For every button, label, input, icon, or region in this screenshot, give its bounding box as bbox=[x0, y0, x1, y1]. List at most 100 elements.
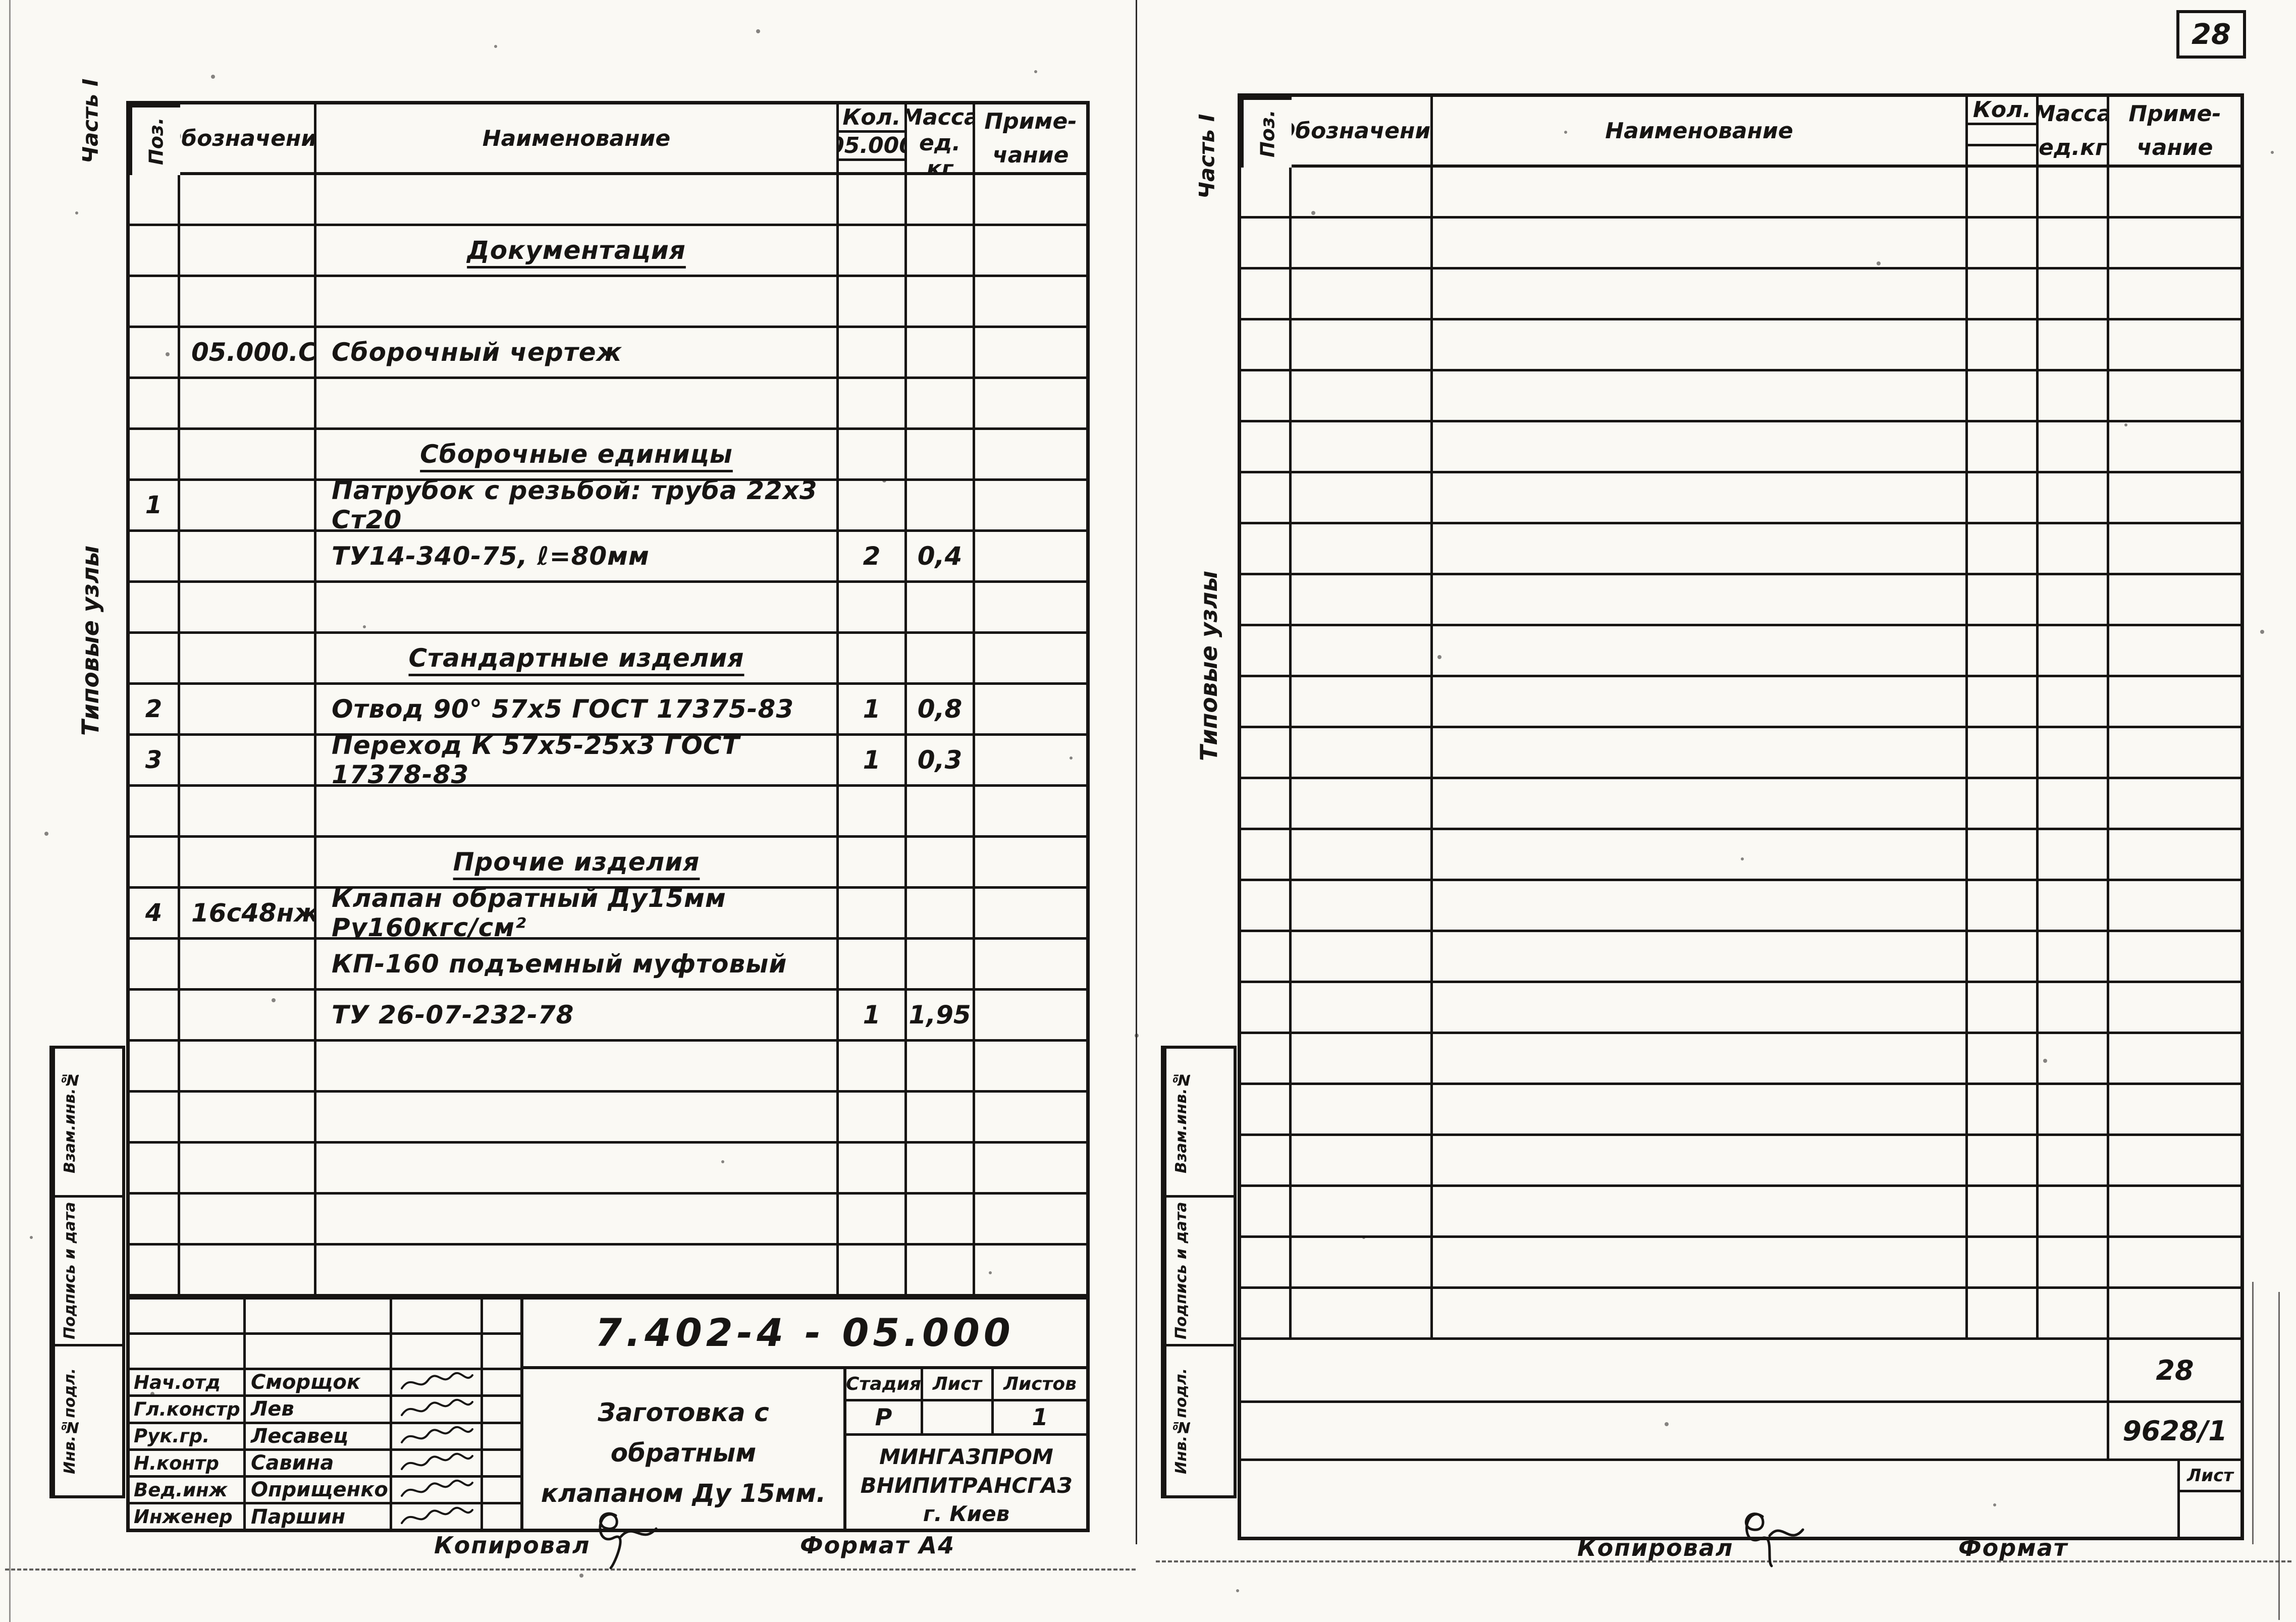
org-line2: ВНИПИТРАНСГАЗ bbox=[860, 1473, 1073, 1498]
bottom-band-empty bbox=[1241, 1340, 2109, 1403]
cell-mass bbox=[907, 583, 975, 634]
cell-mass bbox=[2039, 168, 2109, 219]
signature-mark bbox=[392, 1478, 483, 1505]
sheets-value: 1 bbox=[1032, 1403, 1048, 1431]
signer-name: Паршин bbox=[246, 1504, 392, 1532]
scan-noise bbox=[0, 0, 2, 2]
col-header-note: Приме- чание bbox=[975, 104, 1086, 175]
cell-note bbox=[975, 838, 1086, 889]
cell-note bbox=[2109, 728, 2240, 779]
title-block: Нач.отд Сморщок Гл.констр Лев bbox=[130, 1296, 1086, 1532]
cell-name: Стандартные изделия bbox=[316, 634, 839, 685]
cell-note bbox=[975, 430, 1086, 481]
stamp-label: Инв.№подл. bbox=[52, 1346, 85, 1495]
sheet-value-cell bbox=[2180, 1492, 2240, 1537]
cell-note bbox=[975, 532, 1086, 583]
cell-name bbox=[1433, 1187, 1968, 1238]
cell-pos bbox=[1241, 320, 1292, 371]
cell-designation bbox=[180, 736, 316, 787]
cell-note bbox=[2109, 473, 2240, 524]
cell-name bbox=[1433, 168, 1968, 219]
cell-qty bbox=[839, 430, 907, 481]
revision-cell bbox=[130, 1300, 246, 1335]
cell-designation bbox=[1292, 219, 1433, 269]
cell-note bbox=[975, 889, 1086, 940]
spec-sheet-frame: Поз. Обозначение Наименование Кол. Масса… bbox=[1238, 93, 2244, 1540]
signer-date-cell bbox=[483, 1397, 523, 1424]
note-label-line1: Приме- bbox=[2128, 101, 2221, 127]
signer-date-cell bbox=[483, 1424, 523, 1451]
stamp-label: Подпись и дата bbox=[1164, 1198, 1196, 1344]
cell-qty: 1 bbox=[839, 685, 907, 736]
cell-designation bbox=[1292, 320, 1433, 371]
cell-note bbox=[2109, 1238, 2240, 1289]
cell-note bbox=[975, 226, 1086, 277]
cell-name: Сборочный чертеж bbox=[316, 328, 839, 379]
cell-name: Переход К 57х5-25х3 ГОСТ 17378-83 bbox=[316, 736, 839, 787]
cell-pos bbox=[1241, 932, 1292, 983]
cell-pos bbox=[130, 1144, 180, 1195]
cell-pos bbox=[1241, 219, 1292, 269]
cell-designation bbox=[1292, 626, 1433, 677]
cell-name: ТУ14-340-75, ℓ=80мм bbox=[316, 532, 839, 583]
cell-pos bbox=[130, 277, 180, 328]
cell-note bbox=[2109, 1136, 2240, 1187]
revision-cell bbox=[246, 1335, 392, 1370]
cell-designation bbox=[180, 838, 316, 889]
cell-pos bbox=[130, 1246, 180, 1296]
cell-note bbox=[975, 1246, 1086, 1296]
cell-note bbox=[2109, 269, 2240, 320]
cell-pos bbox=[1241, 728, 1292, 779]
cell-designation bbox=[1292, 1085, 1433, 1136]
cell-note bbox=[2109, 1289, 2240, 1340]
cell-qty bbox=[1968, 932, 2039, 983]
product-title: Заготовка с обратным клапаном Ду 15мм. bbox=[523, 1369, 846, 1529]
cell-note bbox=[975, 1195, 1086, 1246]
title-block-signatures: Нач.отд Сморщок Гл.констр Лев bbox=[130, 1300, 523, 1532]
cell-note bbox=[2109, 575, 2240, 626]
cell-designation bbox=[180, 1195, 316, 1246]
mass-label-line2: ед. кг bbox=[919, 130, 961, 175]
cell-qty bbox=[839, 379, 907, 430]
revision-cell bbox=[392, 1300, 483, 1335]
right-edge-artifact-2 bbox=[2278, 1292, 2280, 1620]
stamp-box: Взам.инв.№ bbox=[52, 1049, 122, 1198]
qty-label: Кол. bbox=[839, 104, 904, 133]
cell-qty: 1 bbox=[839, 991, 907, 1042]
copier-signature bbox=[585, 1506, 671, 1574]
cell-name: Прочие изделия bbox=[316, 838, 839, 889]
cell-designation bbox=[1292, 1034, 1433, 1085]
cell-mass bbox=[2039, 473, 2109, 524]
cell-designation bbox=[180, 1042, 316, 1093]
revision-cell bbox=[246, 1300, 392, 1335]
cell-qty bbox=[839, 1195, 907, 1246]
cell-mass: 0,4 bbox=[907, 532, 975, 583]
stamp-signature-cell bbox=[85, 1346, 122, 1495]
cell-qty bbox=[1968, 219, 2039, 269]
signature-squiggle-icon bbox=[400, 1480, 473, 1497]
cell-qty bbox=[1968, 575, 2039, 626]
cell-qty bbox=[839, 277, 907, 328]
stamp-box: Подпись и дата bbox=[52, 1198, 122, 1346]
cell-name bbox=[316, 1144, 839, 1195]
cell-mass bbox=[907, 328, 975, 379]
stamp-signature-cell bbox=[1196, 1346, 1234, 1495]
part-label: Часть I bbox=[1194, 114, 1219, 199]
cell-designation: 05.000.СБ bbox=[180, 328, 316, 379]
org-line1: МИНГАЗПРОМ bbox=[879, 1444, 1053, 1469]
signer-role: Рук.гр. bbox=[130, 1424, 246, 1451]
cell-pos bbox=[130, 940, 180, 991]
cell-mass bbox=[2039, 219, 2109, 269]
cell-mass bbox=[2039, 626, 2109, 677]
cell-pos bbox=[130, 1042, 180, 1093]
col-header-qty: Кол. bbox=[1968, 97, 2039, 168]
cell-mass bbox=[907, 1042, 975, 1093]
cell-name bbox=[1433, 728, 1968, 779]
col-header-name: Наименование bbox=[316, 104, 839, 175]
stamp-signature-cell bbox=[85, 1198, 122, 1344]
cell-qty bbox=[839, 1246, 907, 1296]
cell-designation bbox=[180, 532, 316, 583]
cell-mass bbox=[907, 226, 975, 277]
cell-qty bbox=[1968, 779, 2039, 830]
title-block-main: 7.402-4 - 05.000 Заготовка с обратным кл… bbox=[523, 1300, 1086, 1529]
